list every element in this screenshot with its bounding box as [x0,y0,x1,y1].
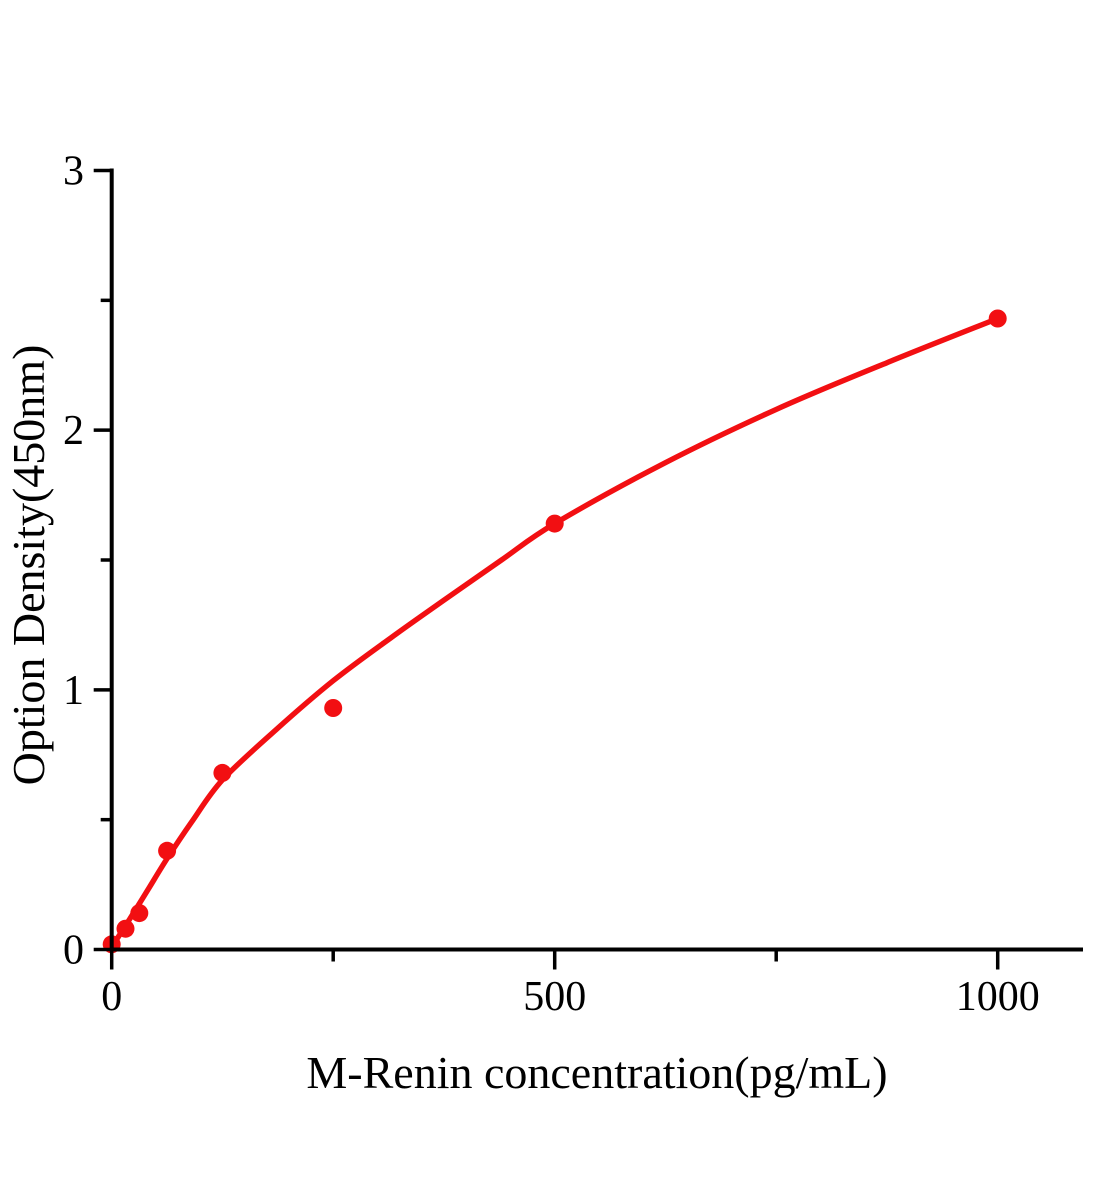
x-tick-label: 500 [523,974,586,1020]
x-tick-label: 0 [101,974,122,1020]
data-point [545,514,564,533]
data-point [116,919,135,938]
data-point [324,699,343,717]
tick-label-layer: 0 500 1000 0 1 2 3 [63,149,1040,1021]
data-point [988,309,1007,328]
y-tick-label: 2 [63,408,84,454]
axes-lines [109,168,1083,952]
data-point [213,763,232,782]
axes-layer [93,168,1083,970]
fit-curve [109,315,1001,950]
x-axis-title: M-Renin concentration(pg/mL) [306,1047,887,1098]
series-layer [102,309,1007,954]
y-axis-title: Option Density(450nm) [3,345,54,786]
data-point [158,841,177,860]
y-tick-label: 1 [63,668,84,714]
data-point [130,904,149,923]
y-tick-label: 0 [63,928,84,974]
x-tick-label: 1000 [956,974,1040,1020]
y-tick-label: 3 [63,149,84,195]
